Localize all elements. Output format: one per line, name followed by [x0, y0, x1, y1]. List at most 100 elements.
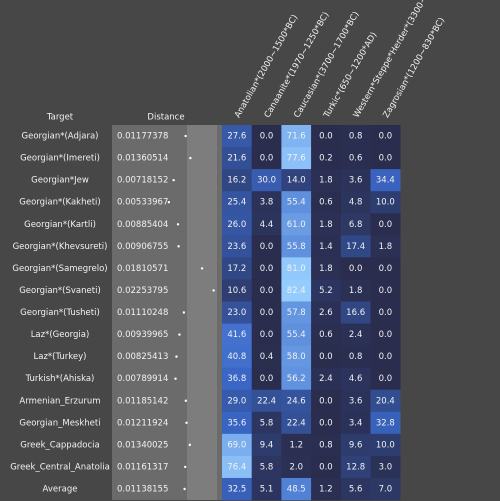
heat-cell	[251, 191, 282, 214]
heat-cell	[340, 147, 371, 170]
heat-cell	[311, 477, 342, 501]
cell-value: 3.6	[349, 176, 363, 186]
heat-cell	[340, 301, 371, 324]
heat-cell	[340, 367, 371, 391]
heat-cell	[370, 191, 401, 214]
target-label: Laz*(Turkey)	[34, 352, 87, 362]
cell-value: 5.6	[349, 484, 363, 494]
cell-value: 71.6	[287, 132, 306, 142]
cell-value: 76.4	[227, 462, 246, 472]
cell-value: 0.0	[379, 330, 393, 340]
distance-value: 0.01177378	[117, 132, 168, 142]
target-label: Greek_Cappadocia	[20, 440, 100, 450]
target-header: Target	[46, 113, 74, 123]
distance-value: 0.02253795	[117, 286, 168, 296]
cell-value: 0.0	[319, 396, 333, 406]
heat-cell	[281, 345, 312, 368]
cell-value: 55.8	[287, 242, 306, 252]
target-label: Laz*(Georgia)	[31, 330, 90, 340]
cell-value: 22.4	[257, 396, 276, 406]
cell-value: 0.0	[379, 308, 393, 318]
heat-cell	[370, 235, 401, 258]
heat-cell	[281, 323, 312, 346]
heat-cell	[370, 345, 401, 368]
heat-cell	[311, 301, 342, 324]
distance-dot	[167, 201, 171, 204]
cell-value: 0.8	[349, 132, 363, 142]
cell-value: 5.1	[260, 484, 274, 494]
heat-cell	[370, 213, 401, 236]
heat-cell	[222, 433, 252, 457]
cell-value: 17.2	[227, 264, 246, 274]
distance-dot	[174, 377, 177, 380]
heat-cell	[311, 169, 342, 192]
heat-cell	[311, 191, 342, 214]
heat-cell	[222, 125, 252, 148]
cell-value: 35.6	[227, 418, 246, 428]
distance-value: 0.00906755	[117, 242, 168, 252]
heat-cell	[340, 191, 371, 214]
heat-cell	[340, 389, 371, 413]
heat-cell	[370, 323, 401, 346]
cell-value: 0.0	[379, 154, 393, 164]
heat-cell	[340, 279, 371, 302]
distance-value: 0.01340025	[117, 440, 168, 450]
heat-cell	[370, 433, 401, 457]
cell-value: 48.5	[287, 484, 306, 494]
cell-value: 61.0	[287, 220, 306, 230]
cell-value: 2.0	[289, 462, 303, 472]
cell-value: 5.2	[319, 286, 333, 296]
heat-cell	[281, 235, 312, 258]
distance-dot	[184, 399, 188, 402]
heat-cell	[370, 257, 401, 280]
heat-cell	[251, 323, 282, 346]
cell-value: 29.0	[227, 396, 246, 406]
distance-value: 0.00885404	[117, 220, 168, 230]
distance-dot	[175, 355, 178, 358]
distance-value: 0.01360514	[117, 154, 168, 164]
target-label: Georgian_Meskheti	[19, 418, 100, 428]
heat-cell	[222, 411, 252, 435]
cell-value: 0.0	[349, 264, 363, 274]
heat-cell	[370, 169, 401, 192]
cell-value: 4.6	[349, 374, 363, 384]
heat-cell	[222, 323, 252, 346]
heat-cell	[251, 169, 282, 192]
target-label: Average	[43, 484, 78, 494]
cell-value: 32.5	[227, 484, 246, 494]
cell-value: 0.4	[260, 352, 274, 362]
heat-cell	[251, 301, 282, 324]
distance-value: 0.01110248	[117, 308, 168, 318]
heat-cell	[222, 257, 252, 280]
heat-cell	[222, 455, 252, 479]
cell-value: 30.0	[257, 176, 276, 186]
heat-cell	[222, 213, 252, 236]
cell-value: 3.4	[349, 418, 363, 428]
heat-cell	[251, 279, 282, 302]
cell-value: 0.0	[260, 264, 274, 274]
distance-value: 0.00718152	[117, 176, 168, 186]
heat-cell	[370, 279, 401, 302]
heat-cell	[222, 279, 252, 302]
cell-value: 55.4	[287, 330, 306, 340]
cell-value: 2.4	[349, 330, 363, 340]
distance-dot	[183, 487, 186, 491]
heat-cell	[251, 147, 282, 170]
cell-value: 0.0	[379, 352, 393, 362]
cell-value: 1.8	[349, 286, 363, 296]
target-label: Georgian*(Khevsureti)	[13, 242, 108, 252]
heat-cell	[281, 191, 312, 214]
heat-cell	[370, 147, 401, 170]
heat-cell	[222, 345, 252, 368]
target-label: Georgian*(Tusheti)	[20, 308, 100, 318]
cell-value: 0.0	[260, 286, 274, 296]
cell-value: 58.0	[287, 352, 306, 362]
heat-cell	[311, 367, 342, 391]
heat-cell	[311, 345, 342, 368]
heat-cell	[281, 455, 312, 479]
heat-cell	[222, 389, 252, 413]
heat-cell	[370, 301, 401, 324]
distance-value: 0.01138155	[117, 484, 168, 494]
heat-cell	[311, 389, 342, 413]
cell-value: 16.6	[346, 308, 365, 318]
